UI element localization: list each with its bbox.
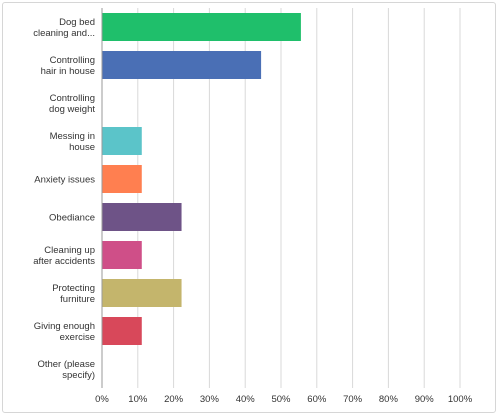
category-label: Messing in [50, 131, 95, 142]
bar [102, 241, 142, 269]
x-tick-label: 60% [307, 394, 327, 405]
category-label: specify) [62, 370, 95, 381]
category-label: Protecting [52, 283, 95, 294]
x-tick-label: 100% [448, 394, 473, 405]
x-tick-label: 40% [236, 394, 256, 405]
category-label: exercise [60, 332, 95, 343]
category-label: Controlling [50, 93, 95, 104]
category-label: dog weight [49, 104, 95, 115]
category-label: Other (please [37, 359, 95, 370]
category-label: cleaning and... [33, 28, 95, 39]
x-tick-label: 50% [271, 394, 291, 405]
x-tick-label: 80% [379, 394, 399, 405]
category-label: Dog bed [59, 17, 95, 28]
category-label: house [69, 142, 95, 153]
category-label: hair in house [41, 66, 95, 77]
x-tick-label: 30% [200, 394, 220, 405]
bar [102, 51, 262, 79]
x-tick-label: 70% [343, 394, 363, 405]
category-label: Giving enough [34, 321, 95, 332]
bar [102, 317, 142, 345]
bar [102, 13, 301, 41]
category-label: Controlling [50, 55, 95, 66]
bar [102, 203, 182, 231]
bar [102, 279, 182, 307]
x-tick-labels: 0% 10% 20% 30% 40% 50% 60% 70% 80% 90% 100% [95, 394, 473, 405]
category-label: after accidents [33, 256, 95, 267]
category-label: furniture [60, 294, 95, 305]
x-tick-label: 10% [128, 394, 148, 405]
category-label: Cleaning up [44, 245, 95, 256]
category-label: Obediance [49, 213, 95, 224]
bar [102, 165, 142, 193]
x-tick-label: 90% [415, 394, 435, 405]
bar [102, 127, 142, 155]
x-tick-label: 0% [95, 394, 109, 405]
bars [102, 13, 301, 345]
x-tick-label: 20% [164, 394, 184, 405]
category-label: Anxiety issues [34, 175, 95, 186]
